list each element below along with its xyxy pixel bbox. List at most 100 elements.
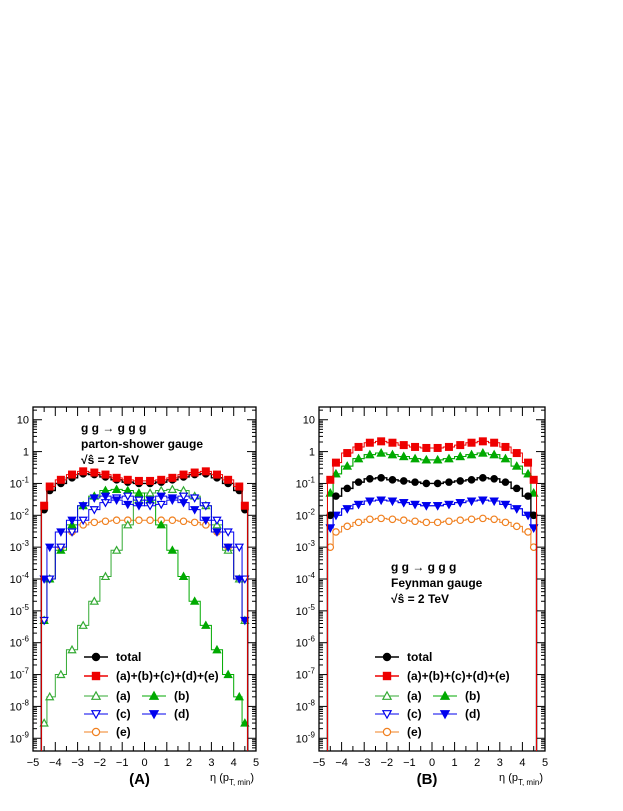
y-tick-label: 10-4 bbox=[10, 571, 30, 586]
x-axis-label-main: η (p bbox=[210, 772, 229, 784]
data-point-total bbox=[422, 479, 431, 488]
legend-marker-d bbox=[439, 710, 451, 720]
data-point-d bbox=[212, 528, 222, 537]
y-tick-label: 10-3 bbox=[296, 539, 316, 554]
series-e bbox=[326, 514, 538, 751]
data-point-d bbox=[478, 496, 488, 506]
y-tick-base: 10 bbox=[10, 733, 22, 745]
legend-label-a: (a) bbox=[116, 689, 131, 703]
y-tick-label: 10-9 bbox=[296, 730, 316, 745]
data-point-d bbox=[325, 524, 335, 533]
data-point-b bbox=[167, 545, 178, 554]
data-point-e bbox=[179, 517, 188, 526]
data-point-e bbox=[490, 515, 498, 524]
series-line-c bbox=[326, 499, 538, 751]
data-point-d bbox=[39, 575, 49, 584]
y-tick-label: 10 bbox=[17, 415, 29, 427]
data-point-c bbox=[223, 528, 233, 537]
data-point-e bbox=[479, 514, 487, 523]
y-tick-label: 10-8 bbox=[10, 698, 30, 713]
y-tick-exponent: -7 bbox=[22, 667, 30, 676]
data-point-a bbox=[39, 718, 49, 727]
legend-marker-e bbox=[382, 727, 392, 737]
data-point-total bbox=[399, 477, 408, 485]
data-point-b bbox=[234, 691, 244, 701]
series-c bbox=[325, 496, 539, 751]
legend: total (a)+(b)+(c)+(d)+(e) (a) (b) (c) (d) (e) bbox=[375, 650, 510, 739]
y-tick-base: 10 bbox=[17, 415, 29, 427]
y-tick-base: 10 bbox=[296, 574, 308, 586]
x-axis-label: η (pT, min) bbox=[210, 772, 254, 787]
data-point-e bbox=[112, 516, 121, 525]
y-tick-exponent: -8 bbox=[22, 698, 30, 707]
x-tick-label: −3 bbox=[71, 757, 84, 769]
y-tick-label: 10-6 bbox=[296, 635, 316, 650]
data-point-d bbox=[512, 505, 522, 514]
data-point-sum bbox=[224, 475, 233, 484]
data-point-b bbox=[399, 451, 409, 461]
data-point-c bbox=[201, 502, 211, 511]
data-point-d bbox=[387, 497, 398, 506]
y-tick-label: 10-5 bbox=[10, 603, 30, 618]
data-point-c bbox=[123, 492, 133, 502]
series-line-b bbox=[326, 452, 538, 751]
data-point-total bbox=[529, 511, 538, 520]
data-point-a bbox=[67, 644, 77, 654]
data-point-sum bbox=[157, 475, 166, 484]
data-point-d bbox=[365, 497, 375, 506]
x-tick-label: 2 bbox=[186, 757, 192, 769]
y-tick-base: 10 bbox=[303, 415, 315, 427]
data-point-e bbox=[388, 515, 397, 524]
data-point-sum bbox=[422, 443, 431, 452]
data-point-sum bbox=[101, 470, 110, 479]
legend-label-c: (c) bbox=[407, 707, 422, 721]
legend-marker-a bbox=[90, 690, 102, 700]
series-total bbox=[326, 474, 538, 751]
data-point-c bbox=[134, 496, 144, 506]
data-point-sum bbox=[399, 441, 408, 450]
data-point-sum bbox=[112, 473, 121, 482]
y-tick-exponent: -9 bbox=[308, 730, 316, 739]
data-point-sum bbox=[68, 470, 77, 479]
y-tick-base: 10 bbox=[296, 733, 308, 745]
y-tick-base: 10 bbox=[296, 478, 308, 490]
x-axis-label-close: ) bbox=[250, 772, 254, 784]
x-tick-label: 3 bbox=[208, 757, 214, 769]
data-point-b bbox=[189, 596, 200, 605]
data-point-sum bbox=[201, 467, 210, 476]
y-tick-exponent: -5 bbox=[22, 603, 30, 612]
data-point-e bbox=[101, 517, 110, 526]
data-point-b bbox=[410, 453, 420, 463]
data-point-b bbox=[444, 453, 454, 463]
legend-label-a: (a) bbox=[407, 689, 422, 703]
data-point-sum bbox=[56, 475, 65, 484]
x-tick-label: −1 bbox=[403, 757, 416, 769]
series-line-total bbox=[326, 477, 538, 751]
data-point-c bbox=[212, 516, 222, 526]
data-point-sum bbox=[490, 438, 499, 447]
data-point-e bbox=[190, 518, 199, 527]
data-point-b bbox=[342, 461, 352, 470]
data-point-sum bbox=[501, 442, 510, 451]
series-total bbox=[40, 470, 249, 751]
data-point-e bbox=[524, 528, 532, 536]
data-point-d bbox=[100, 492, 111, 502]
data-point-sum bbox=[235, 482, 244, 491]
panel-label: (A) bbox=[129, 771, 150, 788]
annotation-line: g g → g g g bbox=[81, 421, 146, 435]
data-point-a bbox=[100, 571, 111, 581]
y-tick-label: 10-2 bbox=[296, 507, 316, 522]
legend-label-e: (e) bbox=[116, 725, 131, 739]
x-tick-label: −4 bbox=[49, 757, 62, 769]
legend-marker-total bbox=[382, 652, 392, 662]
data-point-e bbox=[456, 516, 465, 525]
y-tick-base: 10 bbox=[10, 638, 22, 650]
series-line-sum bbox=[326, 440, 538, 751]
data-point-a bbox=[111, 545, 122, 554]
x-tick-label: −5 bbox=[313, 757, 326, 769]
data-point-total bbox=[326, 511, 335, 520]
data-point-sum bbox=[478, 437, 487, 446]
x-tick-label: 5 bbox=[253, 757, 259, 769]
data-point-d bbox=[78, 502, 88, 511]
y-tick-base: 1 bbox=[309, 447, 315, 459]
